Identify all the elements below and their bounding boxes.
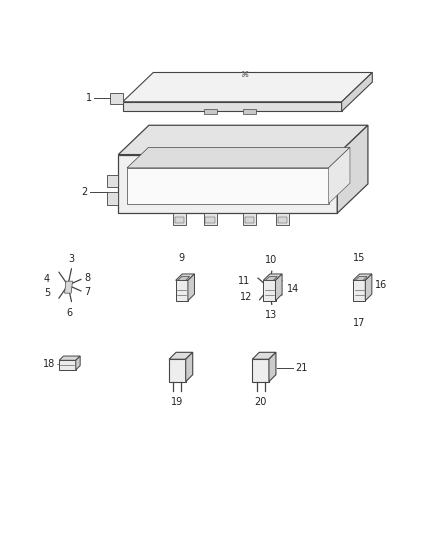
Polygon shape [169,359,186,382]
Text: 18: 18 [43,359,56,369]
Text: 2: 2 [81,187,88,197]
Polygon shape [365,274,372,301]
Bar [243,213,256,225]
Polygon shape [64,281,73,293]
Polygon shape [186,352,193,382]
Bar [204,213,217,225]
Bar [278,217,287,223]
Bar [127,168,328,204]
Text: 11: 11 [238,277,250,286]
Text: 7: 7 [85,287,91,296]
Polygon shape [252,359,269,382]
Bar [243,109,256,114]
Bar [245,217,254,223]
Text: ⌘: ⌘ [241,70,250,79]
Bar [276,213,289,225]
Text: 17: 17 [353,318,365,328]
Polygon shape [328,147,350,204]
Polygon shape [118,125,368,155]
Text: 1: 1 [86,93,92,102]
Text: 16: 16 [375,280,387,290]
Text: 15: 15 [353,253,365,263]
Bar [107,192,118,205]
Polygon shape [252,352,276,359]
Text: 5: 5 [44,288,50,297]
Polygon shape [176,280,188,301]
Polygon shape [276,274,282,301]
Bar [110,93,123,104]
Polygon shape [353,280,365,301]
Text: 21: 21 [295,363,307,373]
Text: 9: 9 [179,253,185,263]
Polygon shape [59,360,76,370]
Text: 10: 10 [265,255,277,265]
Polygon shape [127,147,350,168]
Polygon shape [342,72,372,111]
Polygon shape [263,274,282,280]
Bar [173,213,186,225]
Polygon shape [178,277,190,280]
Polygon shape [76,356,80,370]
Text: 14: 14 [287,284,299,294]
Text: 20: 20 [254,397,267,407]
Polygon shape [265,277,277,280]
Text: 3: 3 [68,254,74,264]
Polygon shape [123,72,372,102]
Text: 12: 12 [240,293,252,302]
Polygon shape [188,274,194,301]
Text: 4: 4 [43,274,49,284]
Bar [107,174,118,187]
Polygon shape [169,352,193,359]
Polygon shape [355,277,367,280]
Polygon shape [353,274,372,280]
Polygon shape [269,352,276,382]
Bar [205,217,215,223]
Bar [175,217,184,223]
Text: 19: 19 [171,397,184,407]
Text: 8: 8 [85,273,91,282]
Polygon shape [176,274,194,280]
Polygon shape [123,102,342,111]
Text: 13: 13 [265,310,277,320]
Polygon shape [59,356,80,360]
Bar [204,109,217,114]
Polygon shape [337,125,368,213]
Text: 6: 6 [66,308,72,318]
Polygon shape [263,280,276,301]
Polygon shape [118,155,337,213]
